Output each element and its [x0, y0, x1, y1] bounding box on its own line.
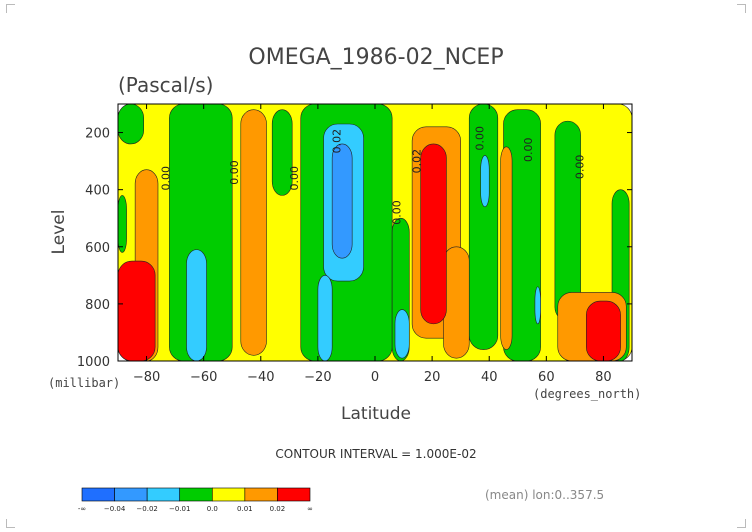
- colorbar-swatch: [146, 487, 181, 502]
- y-tick-label: 800: [85, 298, 110, 313]
- contour-region: [117, 103, 145, 145]
- y-axis-label: Level: [49, 210, 69, 255]
- contour-region: [271, 109, 293, 196]
- contour-region: [500, 146, 513, 350]
- colorbar-swatch: [244, 487, 278, 502]
- y-axis-unit: (millibar): [48, 376, 120, 390]
- contour-region: [186, 249, 207, 362]
- crop-mark: [737, 519, 746, 528]
- contour-region: [394, 309, 410, 359]
- contour-region: [317, 275, 333, 362]
- contour-labels: 0.00 0.00 0.00 0.02 0.02 0.00 0.00 0.00 0.00: [159, 126, 586, 225]
- y-tick-label: 600: [85, 241, 110, 256]
- colorbar-swatch: [179, 487, 213, 502]
- colorbar-label: −0.01: [169, 505, 190, 513]
- colorbar-label: ∞: [307, 505, 313, 513]
- y-tick-label: 400: [85, 184, 110, 199]
- x-tick-label: −40: [247, 370, 274, 385]
- footer-text: (mean) lon:0..357.5: [485, 488, 604, 502]
- x-axis-unit: (degrees_north): [533, 387, 641, 401]
- contour-value-label: 0.00: [573, 155, 586, 180]
- colorbar-label: -∞: [78, 505, 86, 513]
- x-tick-label: −80: [133, 370, 160, 385]
- x-tick-label: 20: [424, 370, 441, 385]
- colorbar-label: 0.0: [207, 505, 218, 513]
- contour-region: [117, 260, 156, 362]
- colorbar-swatch: [277, 487, 311, 502]
- colorbar-label: 0.01: [237, 505, 253, 513]
- y-tick-label: 200: [85, 127, 110, 142]
- contour-value-label: 0.02: [331, 129, 344, 154]
- colorbar-swatch: [114, 487, 148, 502]
- contour-value-label: 0.00: [159, 166, 172, 191]
- contour-region: [443, 246, 470, 359]
- x-tick-label: 0: [371, 370, 379, 385]
- contour-value-label: 0.00: [288, 166, 301, 191]
- x-tick-label: 40: [481, 370, 498, 385]
- x-axis-label: Latitude: [341, 404, 411, 424]
- x-tick-label: −20: [304, 370, 331, 385]
- contour-value-label: 0.00: [522, 137, 535, 162]
- x-tick-label: 80: [595, 370, 612, 385]
- plot-area: [117, 103, 633, 362]
- colorbar-label: 0.02: [270, 505, 286, 513]
- y-tick-label: 1000: [77, 355, 110, 370]
- chart-title: OMEGA_1986-02_NCEP: [248, 45, 503, 70]
- contour-value-label: 0.00: [391, 200, 404, 225]
- chart-subtitle: (Pascal/s): [118, 73, 213, 97]
- crop-mark: [6, 519, 15, 528]
- contour-region: [554, 120, 581, 322]
- contour-value-label: 0.00: [474, 126, 487, 151]
- colorbar-swatch: [81, 487, 115, 502]
- crop-mark: [6, 4, 15, 13]
- y-axis-ticks: 200 400 600 800 1000: [77, 127, 632, 370]
- contour-region: [534, 286, 541, 325]
- x-tick-label: 60: [538, 370, 555, 385]
- contour-interval-text: CONTOUR INTERVAL = 1.000E-02: [275, 447, 476, 461]
- contour-value-label: 0.02: [411, 149, 424, 174]
- colorbar-swatch: [211, 487, 246, 502]
- x-tick-label: −60: [190, 370, 217, 385]
- crop-mark: [737, 4, 746, 13]
- contour-region: [420, 143, 447, 325]
- x-axis-ticks: −80 −60 −40 −20 0 20 40 60 80: [133, 104, 612, 385]
- colorbar: -∞ −0.04 −0.02 −0.01 0.0 0.01 0.02 ∞: [78, 487, 313, 513]
- contour-region: [117, 195, 127, 253]
- contour-region: [480, 155, 490, 208]
- colorbar-label: −0.02: [136, 505, 157, 513]
- contour-region: [240, 109, 267, 356]
- contour-region: [331, 143, 353, 259]
- contour-region: [586, 300, 621, 362]
- colorbar-label: −0.04: [104, 505, 126, 513]
- contour-value-label: 0.00: [228, 160, 241, 185]
